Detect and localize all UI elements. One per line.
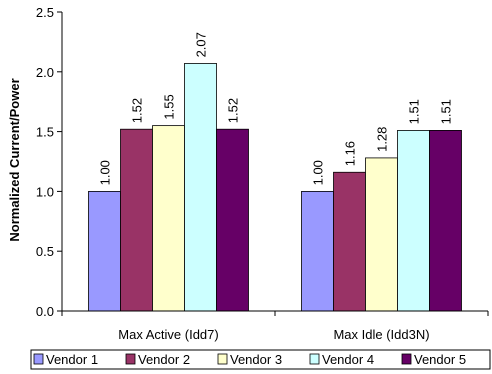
legend-label: Vendor 5	[414, 352, 466, 367]
x-tick-label: Max Idle (Idd3N)	[333, 327, 429, 342]
bar-vendor-3	[365, 157, 398, 312]
legend-swatch	[309, 353, 320, 365]
bar-vendor-1	[88, 190, 121, 312]
bar-vendor-4	[184, 63, 217, 312]
legend-box	[30, 349, 491, 370]
bar-vendor-2	[333, 171, 366, 312]
legend-label: Vendor 1	[46, 352, 98, 367]
legend-swatch	[33, 353, 44, 365]
bar-value-label: 1.51	[407, 99, 422, 124]
bar-value-label: 1.28	[375, 127, 390, 152]
bar-vendor-4	[397, 130, 430, 312]
bar-vendor-3	[152, 125, 185, 312]
x-axis-tick-labels: Max Active (Idd7) Max Idle (Idd3N)	[118, 327, 429, 342]
y-tick-label: 2.0	[36, 65, 54, 80]
legend-swatch	[125, 353, 136, 365]
bar-value-label: 1.55	[162, 94, 177, 119]
legend-label: Vendor 2	[138, 352, 190, 367]
bar-value-label: 1.52	[130, 98, 145, 123]
legend: Vendor 1 Vendor 2 Vendor 3 Vendor 4 Vendor 5	[30, 349, 491, 370]
bar-value-label: 1.51	[439, 99, 454, 124]
legend-swatch	[401, 353, 412, 365]
bar-value-label: 1.52	[226, 98, 241, 123]
y-tick-label: 1.5	[36, 125, 54, 140]
x-tick-label: Max Active (Idd7)	[118, 327, 218, 342]
bar-value-labels: 1.00 1.52 1.55 2.07 1.52 1.00 1.16 1.28 1.51 1.51	[98, 32, 454, 185]
y-tick-label: 2.5	[36, 5, 54, 20]
legend-swatch	[217, 353, 228, 365]
y-axis-label: Normalized Current/Power	[7, 78, 22, 241]
bar-value-label: 1.16	[343, 141, 358, 166]
y-tick-label: 0.5	[36, 244, 54, 259]
bar-vendor-5	[429, 130, 462, 312]
bar-value-label: 2.07	[194, 32, 209, 57]
bar-value-label: 1.00	[311, 160, 326, 185]
bar-vendor-2	[120, 128, 153, 312]
bar-vendor-1	[301, 190, 334, 312]
axes	[61, 12, 489, 316]
y-axis-ticks: 0.0 0.5 1.0 1.5 2.0 2.5	[36, 5, 62, 319]
bars	[88, 63, 462, 312]
legend-label: Vendor 4	[322, 352, 374, 367]
bar-vendor-5	[216, 128, 249, 312]
y-tick-label: 1.0	[36, 184, 54, 199]
legend-label: Vendor 3	[230, 352, 282, 367]
y-tick-label: 0.0	[36, 304, 54, 319]
bar-value-label: 1.00	[98, 160, 113, 185]
